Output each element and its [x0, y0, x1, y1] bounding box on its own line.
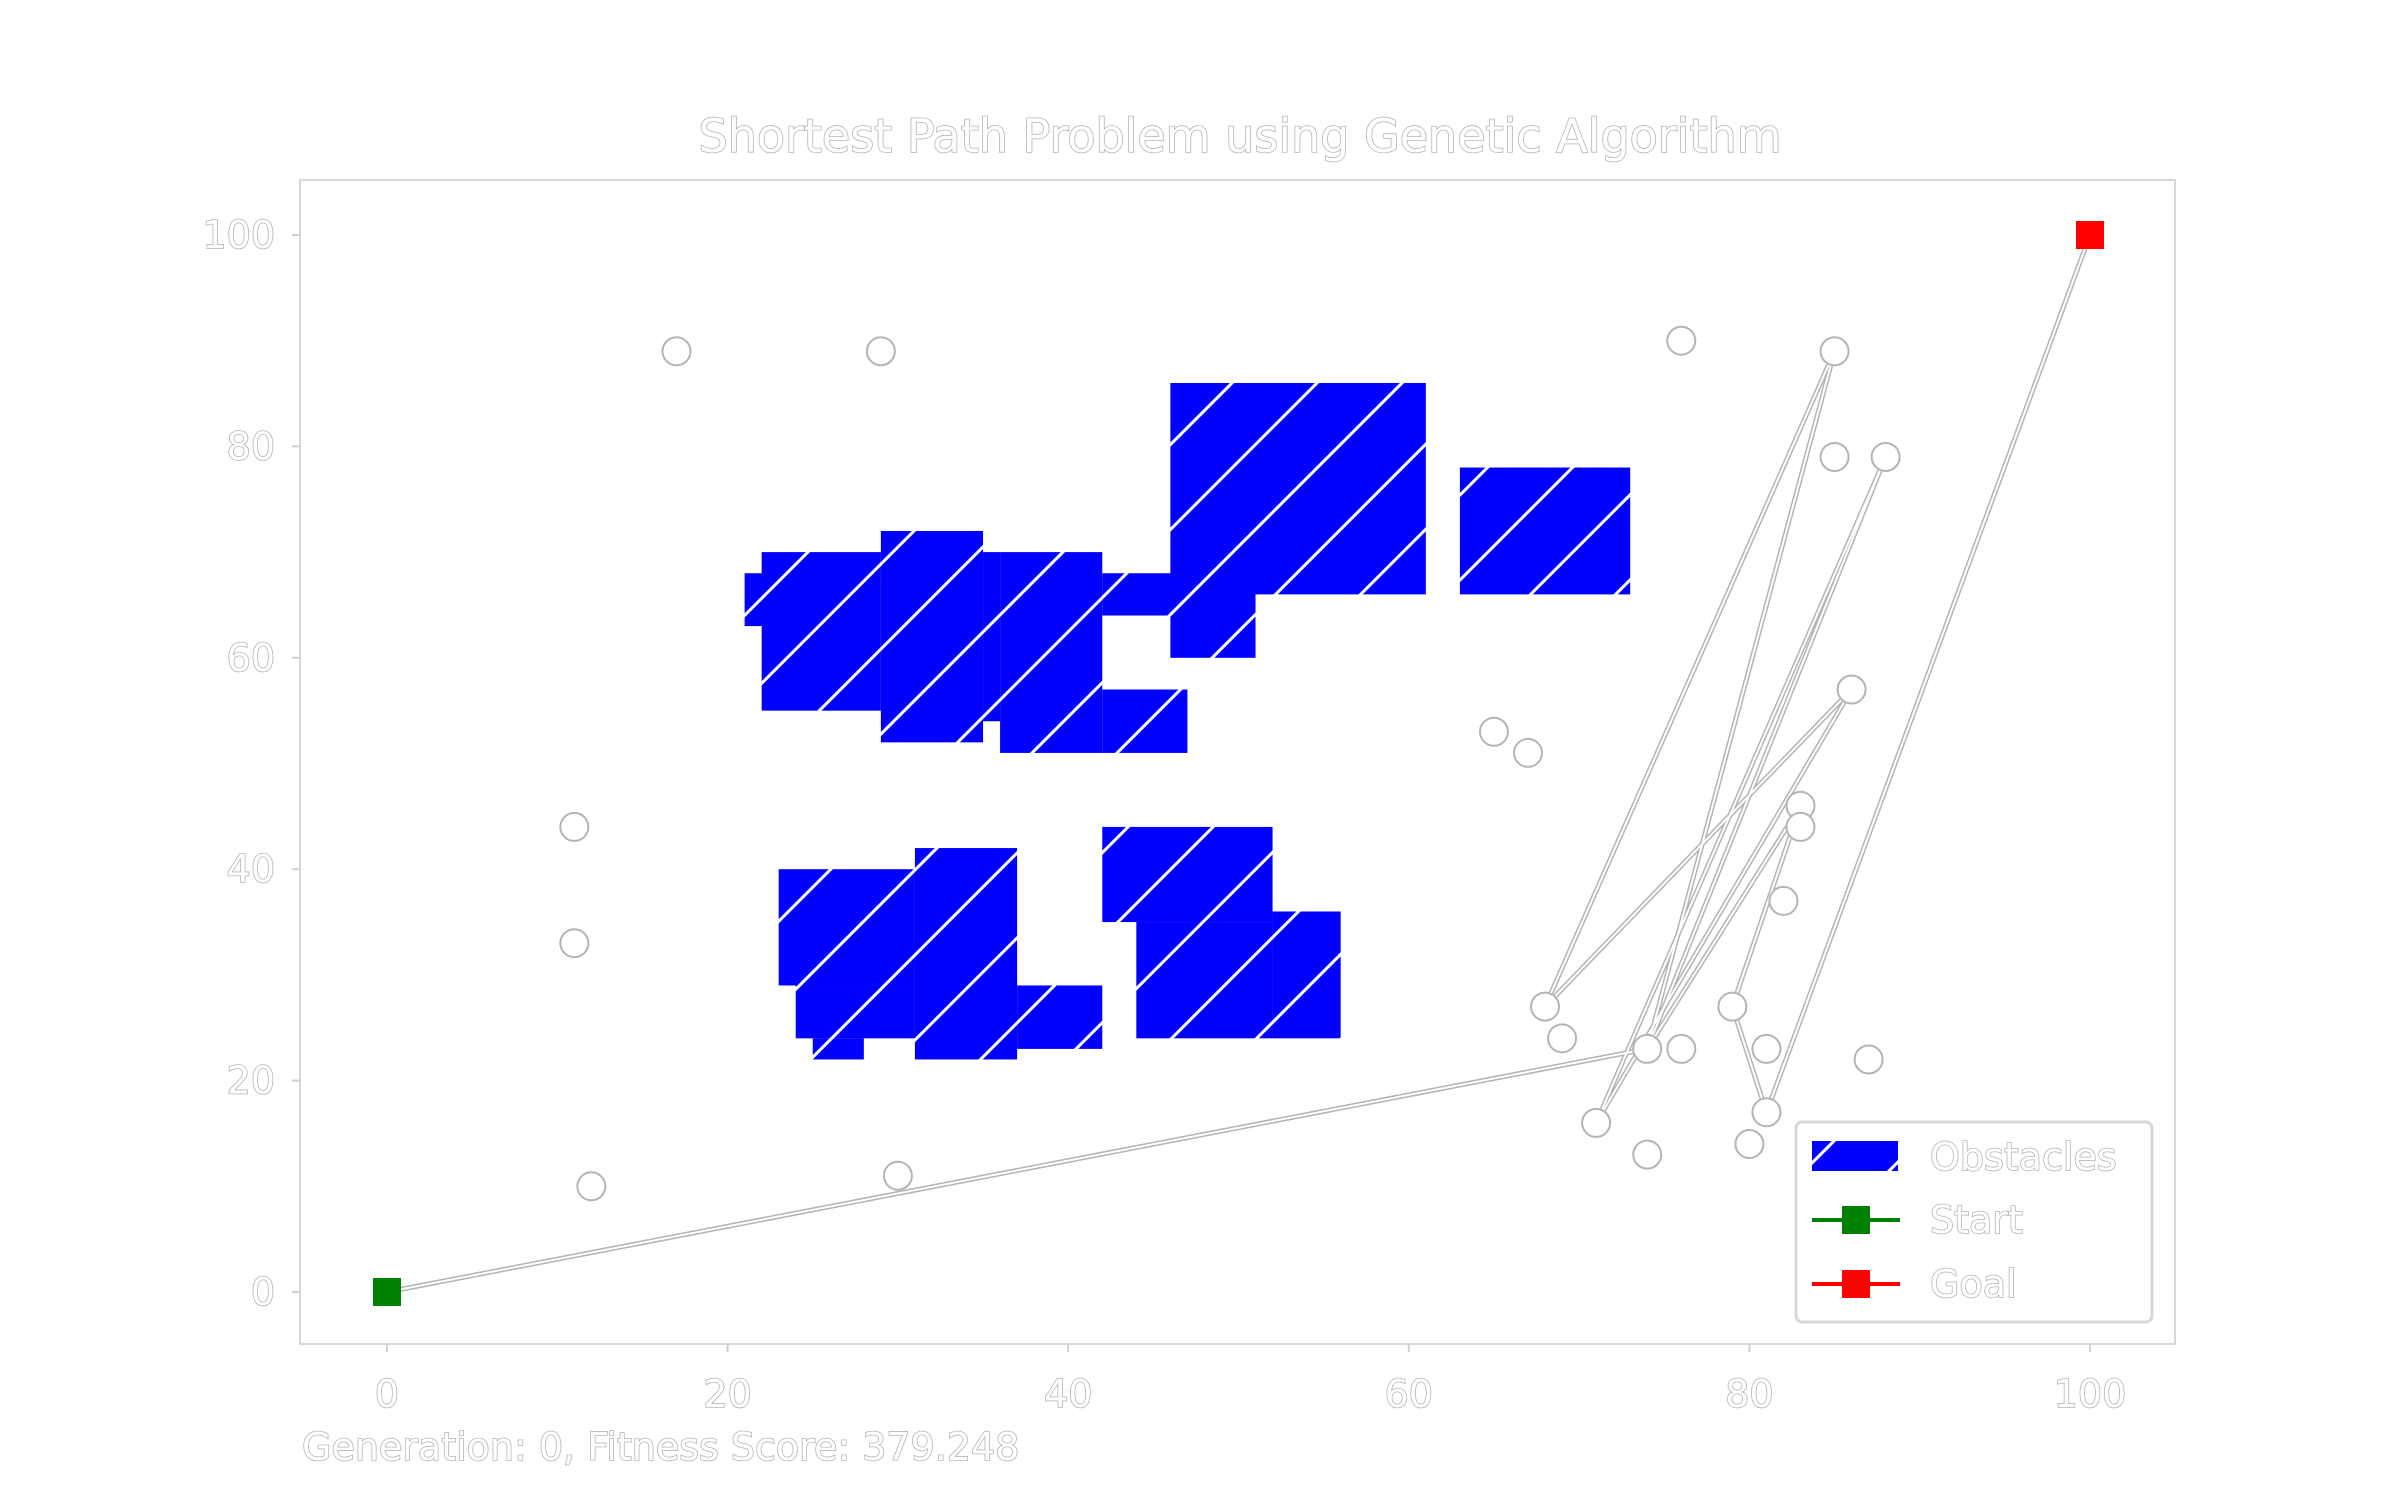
- x-tick-label: 60: [1385, 1372, 1433, 1416]
- waypoint-17: [1547, 1023, 1578, 1054]
- x-tick-label: 80: [1725, 1372, 1773, 1416]
- waypoint-21: [1666, 1033, 1697, 1064]
- y-axis: 0 20 40 60 80 100: [202, 212, 300, 1315]
- waypoint-14: [1785, 811, 1816, 842]
- obstacle-12: [812, 1038, 864, 1060]
- waypoints-layer: [559, 325, 1901, 1202]
- y-tick-label: 80: [227, 424, 275, 468]
- endpoints-layer: [373, 221, 2104, 1306]
- waypoint-1: [865, 336, 896, 367]
- x-tick-label: 100: [2054, 1372, 2127, 1416]
- waypoint-23: [1751, 1033, 1782, 1064]
- waypoint-7: [1513, 737, 1544, 768]
- plot-frame: [299, 179, 2176, 1345]
- y-tick-label: 100: [202, 213, 275, 257]
- start-marker: [373, 1278, 401, 1306]
- waypoint-6: [1478, 716, 1509, 747]
- waypoint-9: [1819, 336, 1850, 367]
- obstacle-2: [880, 530, 984, 743]
- x-tick-label: 20: [703, 1372, 751, 1416]
- goal-marker: [2076, 221, 2104, 249]
- obstacle-8: [1170, 382, 1426, 595]
- waypoint-26: [1853, 1044, 1884, 1075]
- obstacle-4: [1000, 552, 1103, 753]
- y-tick-label: 20: [227, 1059, 275, 1103]
- obstacle-10: [778, 869, 915, 986]
- waypoint-3: [559, 928, 590, 959]
- waypoint-2: [559, 811, 590, 842]
- obstacle-5: [1102, 689, 1188, 753]
- waypoint-11: [1870, 441, 1901, 472]
- waypoint-24: [1751, 1097, 1782, 1128]
- waypoint-10: [1819, 441, 1850, 472]
- waypoint-15: [1768, 885, 1799, 916]
- obstacle-16: [1136, 922, 1273, 1039]
- waypoint-16: [1530, 991, 1561, 1022]
- legend: Obstacles Start Goal: [1794, 1120, 2154, 1324]
- y-tick-label: 40: [227, 847, 275, 891]
- generation-status: Generation: 0, Fitness Score: 379.248: [302, 1425, 1019, 1469]
- obstacle-3: [983, 552, 1001, 722]
- obstacle-9: [1459, 467, 1631, 595]
- x-tick-label: 0: [375, 1372, 399, 1416]
- obstacle-0: [761, 552, 881, 711]
- legend-box: [1794, 1120, 2154, 1324]
- waypoint-22: [1717, 991, 1748, 1022]
- legend-start-label: Start: [1930, 1198, 2023, 1242]
- path-line: [386, 234, 2091, 1293]
- waypoint-12: [1836, 674, 1867, 705]
- x-axis: 0 20 40 60 80 100: [374, 1344, 2127, 1417]
- x-tick-label: 40: [1044, 1372, 1092, 1416]
- waypoint-19: [1632, 1139, 1663, 1170]
- waypoint-25: [1734, 1129, 1765, 1160]
- waypoint-0: [661, 336, 692, 367]
- legend-obstacles-label: Obstacles: [1930, 1135, 2117, 1179]
- y-tick-label: 0: [251, 1270, 275, 1314]
- waypoint-8: [1666, 325, 1697, 356]
- chart-title: Shortest Path Problem using Genetic Algo…: [698, 109, 1781, 163]
- legend-goal-marker: [1842, 1270, 1870, 1298]
- waypoint-4: [576, 1171, 607, 1202]
- obstacle-1: [744, 573, 779, 627]
- waypoint-5: [882, 1160, 913, 1191]
- obstacles-layer: [744, 382, 1631, 1060]
- obstacle-11: [795, 985, 915, 1039]
- waypoint-18: [1581, 1107, 1612, 1138]
- obstacle-15: [1102, 826, 1273, 923]
- legend-goal-label: Goal: [1930, 1262, 2017, 1306]
- waypoint-20: [1632, 1033, 1663, 1064]
- y-tick-label: 60: [227, 636, 275, 680]
- legend-obstacles-swatch: [1812, 1141, 1898, 1171]
- path-layer: [386, 234, 2093, 1295]
- obstacle-13: [914, 848, 1018, 1060]
- obstacle-14: [1017, 985, 1103, 1049]
- obstacle-17: [1272, 911, 1341, 1039]
- legend-start-marker: [1842, 1206, 1870, 1234]
